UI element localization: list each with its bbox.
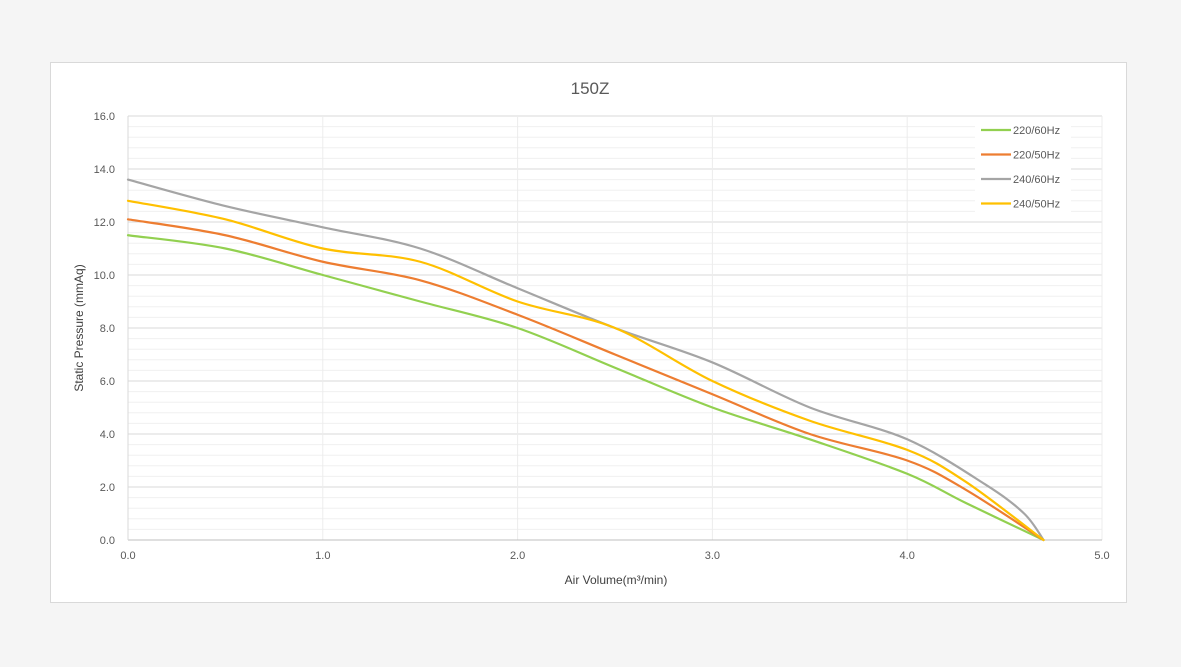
x-tick-label: 2.0 xyxy=(510,550,525,562)
x-tick-label: 3.0 xyxy=(705,550,720,562)
legend-label: 240/50Hz xyxy=(1013,199,1060,211)
legend: 220/60Hz 220/50Hz 240/60Hz 240/50Hz xyxy=(975,118,1071,218)
y-tick-label: 0.0 xyxy=(100,535,115,547)
y-axis-label: Static Pressure (mmAq) xyxy=(72,264,86,391)
legend-background xyxy=(975,118,1071,218)
y-tick-label: 6.0 xyxy=(100,376,115,388)
series-line-220-60hz xyxy=(126,234,1045,542)
y-tick-label: 10.0 xyxy=(94,270,115,282)
series-line-240-50hz xyxy=(126,199,1045,542)
y-tick-label: 8.0 xyxy=(100,323,115,335)
x-tick-label: 1.0 xyxy=(315,550,330,562)
x-ticks: 0.0 1.0 2.0 3.0 4.0 5.0 xyxy=(120,550,1109,562)
chart-svg: 150Z 0.0 1.0 2.0 3.0 4.0 5.0 0.0 2.0 4.0 6.0 8.0 1… xyxy=(72,79,1110,587)
series-line-240-60hz xyxy=(126,178,1045,542)
x-tick-label: 0.0 xyxy=(120,550,135,562)
y-tick-label: 16.0 xyxy=(94,111,115,123)
chart-title: 150Z xyxy=(571,79,610,98)
y-tick-label: 14.0 xyxy=(94,164,115,176)
y-tick-label: 4.0 xyxy=(100,429,115,441)
chart-card: 150Z 0.0 1.0 2.0 3.0 4.0 5.0 0.0 2.0 4.0 6.0 8.0 1… xyxy=(50,62,1127,603)
series-line-220-50hz xyxy=(126,218,1045,542)
x-axis-label: Air Volume(m³/min) xyxy=(565,573,668,587)
y-tick-label: 2.0 xyxy=(100,482,115,494)
y-ticks: 0.0 2.0 4.0 6.0 8.0 10.0 12.0 14.0 16.0 xyxy=(94,111,115,547)
legend-label: 220/60Hz xyxy=(1013,125,1060,137)
x-tick-label: 5.0 xyxy=(1094,550,1109,562)
legend-label: 240/60Hz xyxy=(1013,174,1060,186)
legend-label: 220/50Hz xyxy=(1013,150,1060,162)
x-tick-label: 4.0 xyxy=(900,550,915,562)
series-group xyxy=(126,178,1045,542)
y-tick-label: 12.0 xyxy=(94,217,115,229)
grid xyxy=(127,115,1103,541)
